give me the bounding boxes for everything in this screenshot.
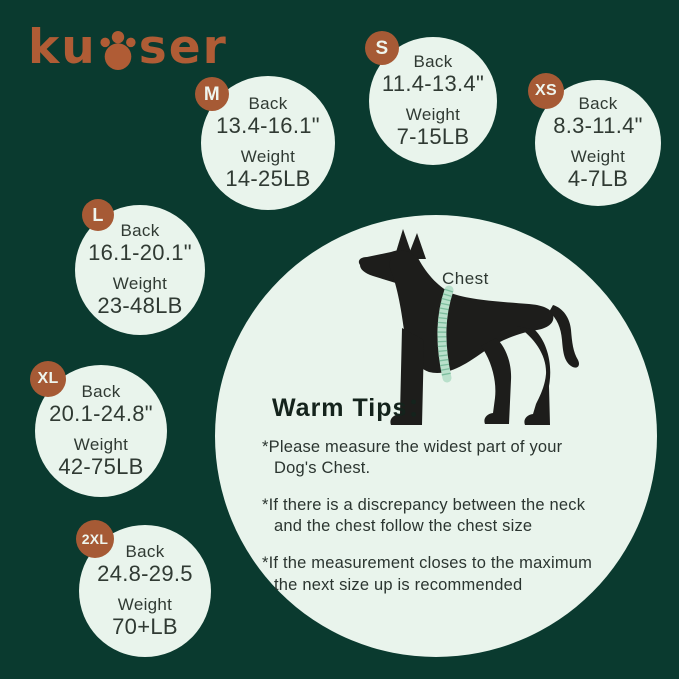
back-label: Back bbox=[81, 381, 121, 401]
back-value: 13.4-16.1" bbox=[216, 113, 320, 139]
weight-label: Weight bbox=[112, 273, 168, 293]
back-value: 16.1-20.1" bbox=[88, 240, 192, 266]
size-badge-2xl: 2XL bbox=[76, 520, 114, 558]
weight-value: 7-15LB bbox=[396, 124, 470, 150]
back-label: Back bbox=[125, 541, 165, 561]
back-label: Back bbox=[248, 93, 288, 113]
size-circle-s: S Back 11.4-13.4" Weight 7-15LB bbox=[365, 31, 497, 165]
size-circle-xl: XL Back 20.1-24.8" Weight 42-75LB bbox=[30, 361, 167, 497]
warm-tips-title: Warm Tips： bbox=[272, 394, 434, 422]
size-circle-2xl: 2XL Back 24.8-29.5 Weight 70+LB bbox=[76, 520, 211, 657]
weight-label: Weight bbox=[73, 434, 129, 454]
warm-tips: Warm Tips： *Please measure the widest pa… bbox=[262, 388, 608, 612]
warm-tip-1: *Please measure the widest part of your … bbox=[262, 438, 563, 478]
weight-value: 14-25LB bbox=[225, 166, 311, 192]
size-circle-xs: XS Back 8.3-11.4" Weight 4-7LB bbox=[528, 73, 661, 206]
paw-icon bbox=[100, 31, 136, 70]
dog-silhouette: Chest bbox=[358, 229, 580, 425]
dog-tail bbox=[549, 305, 580, 368]
brand-text-left: ku bbox=[28, 19, 97, 75]
brand-logo: ku ser bbox=[28, 18, 228, 76]
back-value: 20.1-24.8" bbox=[49, 401, 153, 427]
chest-tape bbox=[437, 285, 454, 383]
dog-ear-back bbox=[407, 233, 426, 259]
weight-label: Weight bbox=[117, 594, 173, 614]
size-badge-l: L bbox=[82, 199, 114, 231]
back-label: Back bbox=[578, 93, 618, 113]
back-value: 24.8-29.5 bbox=[97, 561, 193, 587]
weight-value: 23-48LB bbox=[97, 293, 183, 319]
warm-tip-2: *If there is a discrepancy between the n… bbox=[262, 496, 586, 536]
warm-tip-3: *If the measurement closes to the maximu… bbox=[262, 554, 593, 594]
chest-label: Chest bbox=[442, 269, 489, 288]
size-badge-s: S bbox=[365, 31, 399, 65]
size-circle-l: L Back 16.1-20.1" Weight 23-48LB bbox=[75, 199, 205, 335]
dog-front-leg bbox=[390, 328, 424, 425]
weight-value: 42-75LB bbox=[58, 454, 144, 480]
back-label: Back bbox=[120, 220, 160, 240]
weight-label: Weight bbox=[240, 146, 296, 166]
weight-value: 4-7LB bbox=[567, 166, 629, 192]
size-badge-xl: XL bbox=[30, 361, 66, 397]
size-badge-m: M bbox=[195, 77, 229, 111]
weight-value: 70+LB bbox=[112, 614, 178, 640]
back-label: Back bbox=[413, 51, 453, 71]
brand-text-right: ser bbox=[138, 19, 228, 75]
size-circle-m: M Back 13.4-16.1" Weight 14-25LB bbox=[195, 76, 335, 210]
dog-body bbox=[389, 256, 554, 373]
weight-label: Weight bbox=[405, 104, 461, 124]
dog-rear-leg-near bbox=[517, 326, 551, 425]
dog-rear-leg-far bbox=[481, 338, 512, 424]
back-value: 8.3-11.4" bbox=[553, 113, 643, 139]
weight-label: Weight bbox=[570, 146, 626, 166]
back-value: 11.4-13.4" bbox=[381, 71, 485, 97]
size-badge-xs: XS bbox=[528, 73, 564, 109]
